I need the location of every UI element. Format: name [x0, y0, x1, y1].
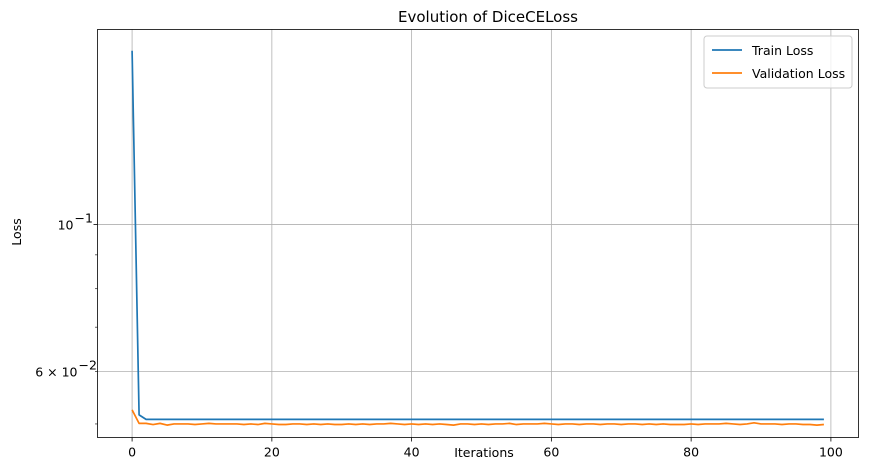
x-axis-label: Iterations [454, 445, 514, 460]
legend-label-validation-loss: Validation Loss [752, 66, 845, 81]
y-axis-label: Loss [9, 218, 24, 245]
y-tick-label-exponent: −2 [79, 358, 97, 373]
legend-frame [703, 35, 853, 89]
x-tick-label: 100 [819, 445, 843, 460]
y-tick-label: 6 × 10 [35, 365, 77, 380]
y-tick-label: 10 [58, 218, 74, 233]
x-tick-label: 0 [128, 445, 136, 460]
x-tick-label: 60 [543, 445, 559, 460]
y-tick-label-exponent: −1 [75, 211, 93, 226]
legend: Train Loss Validation Loss [703, 35, 853, 89]
plot-frame [97, 29, 859, 438]
series-layer [131, 50, 824, 426]
legend-label-train-loss: Train Loss [751, 43, 813, 58]
x-axis-ticks: 0 20 40 60 80 100 [128, 437, 843, 460]
chart-title: Evolution of DiceCELoss [398, 8, 578, 26]
x-tick-label: 20 [264, 445, 280, 460]
y-axis-ticks: 10 −1 6 × 10 −2 [35, 211, 98, 425]
series-line-validation-loss [131, 409, 824, 426]
x-tick-label: 40 [404, 445, 420, 460]
grid-layer [97, 29, 859, 438]
series-line-train-loss [131, 50, 824, 421]
x-tick-label: 80 [683, 445, 699, 460]
